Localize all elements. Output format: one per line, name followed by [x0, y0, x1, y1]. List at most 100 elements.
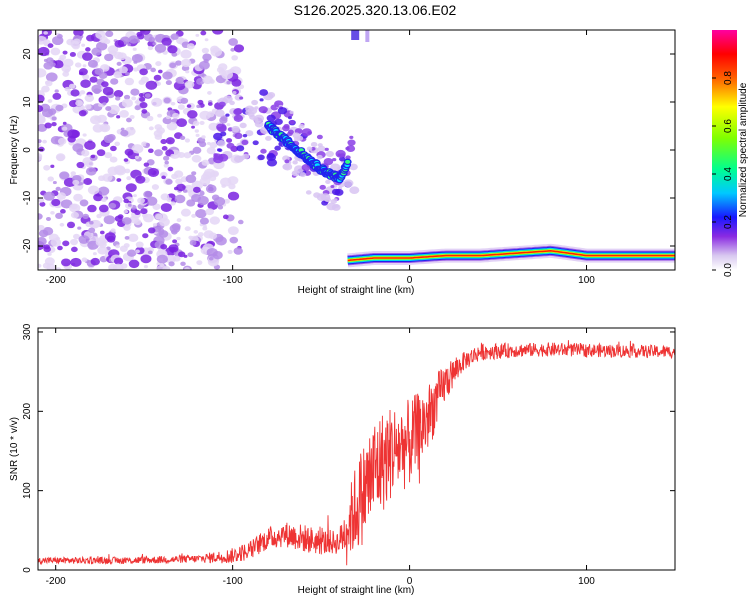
chirp-noise-blob — [293, 136, 300, 142]
noise-blob — [204, 38, 209, 42]
colorbar: 0.0 0.2 0.4 0.6 0.8 Normalized spectral ampl… — [712, 30, 749, 277]
chirp-noise-blob — [274, 118, 283, 125]
chirp-core — [345, 159, 351, 164]
noise-blob — [55, 212, 63, 219]
noise-blob — [52, 180, 57, 185]
spectrogram-marks — [38, 30, 675, 270]
noise-blob — [81, 149, 90, 157]
noise-blob — [102, 102, 107, 106]
noise-blob — [195, 133, 200, 137]
noise-blob — [98, 241, 107, 248]
noise-blob — [233, 44, 245, 53]
noise-blob — [42, 139, 47, 144]
noise-blob — [126, 117, 132, 123]
colorbar-gradient — [712, 30, 737, 270]
noise-blob — [175, 60, 182, 66]
noise-blob — [124, 168, 131, 174]
chirp-noise-blob — [257, 154, 265, 161]
noise-blob — [154, 149, 163, 157]
noise-blob — [38, 35, 47, 45]
noise-blob — [70, 171, 76, 176]
noise-blob — [135, 249, 140, 254]
chirp-noise-blob — [259, 89, 269, 96]
noise-blob — [143, 190, 153, 198]
colorbar-ticks: 0.0 0.2 0.4 0.6 0.8 — [712, 71, 734, 277]
noise-blob — [199, 120, 205, 125]
colorbar-tick-label: 0.0 — [723, 263, 734, 277]
chirp-noise-blob — [216, 139, 226, 147]
noise-blob — [125, 72, 130, 76]
noise-blob — [170, 201, 176, 206]
snr-ticks: -200 -100 0 100 0 100 200 300 — [22, 323, 675, 587]
noise-blob — [73, 193, 83, 202]
snr-frame — [37, 327, 676, 571]
noise-blob — [116, 61, 122, 66]
noise-blob — [146, 115, 154, 122]
noise-blob — [173, 255, 181, 262]
noise-blob — [56, 34, 63, 39]
chirp-noise-blob — [319, 184, 326, 190]
chirp-noise-blob — [254, 106, 259, 110]
chirp-noise-blob — [231, 125, 240, 133]
noise-blob — [226, 138, 233, 143]
chirp-noise-blob — [320, 193, 331, 201]
noise-blob — [43, 31, 48, 35]
noise-blob — [55, 104, 64, 112]
chirp-noise-blob — [234, 132, 243, 140]
spectrogram-ytick-label: 0 — [22, 147, 33, 153]
chirp-noise-blob — [233, 108, 242, 116]
noise-blob — [116, 178, 122, 182]
noise-blob — [205, 184, 217, 194]
noise-blob — [62, 121, 67, 125]
noise-blob — [127, 233, 139, 243]
chirp-noise-blob — [226, 142, 235, 149]
chirp-noise-blob — [284, 159, 290, 164]
noise-blob — [223, 198, 230, 204]
noise-blob — [161, 175, 166, 180]
noise-blob — [155, 61, 162, 67]
noise-blob — [226, 123, 231, 127]
chirp-noise-blob — [282, 163, 293, 171]
noise-blob — [43, 164, 51, 171]
noise-blob — [205, 208, 215, 216]
noise-blob — [139, 68, 148, 76]
noise-blob — [176, 218, 182, 223]
noise-blob — [213, 196, 226, 206]
noise-blob — [162, 71, 173, 80]
chirp-noise-blob — [339, 156, 346, 162]
noise-blob — [44, 122, 52, 129]
noise-blob — [53, 60, 64, 69]
noise-blob — [90, 257, 100, 266]
noise-blob — [231, 55, 239, 61]
noise-blob — [55, 267, 61, 270]
noise-blob — [101, 197, 107, 203]
chirp-noise-blob — [217, 148, 223, 153]
noise-blob — [46, 57, 54, 64]
noise-blob — [180, 261, 186, 266]
noise-blob — [91, 219, 102, 228]
noise-blob — [209, 216, 221, 225]
noise-blob — [184, 267, 191, 270]
noise-blob — [159, 263, 165, 268]
noise-blob — [72, 179, 80, 186]
noise-blob — [52, 92, 62, 100]
spectrogram-ylabel: Frequency (Hz) — [9, 116, 20, 185]
noise-blob — [167, 45, 178, 54]
noise-blob — [168, 261, 175, 267]
noise-blob — [137, 197, 145, 204]
noise-blob — [197, 195, 209, 206]
chirp-noise-blob — [247, 111, 255, 118]
chirp-noise-blob — [277, 107, 288, 115]
noise-blob — [68, 83, 76, 89]
noise-blob — [129, 115, 135, 120]
noise-blob — [201, 135, 206, 139]
noise-blob — [131, 144, 144, 154]
colorbar-tick-label: 0.4 — [723, 167, 734, 181]
noise-blob — [151, 97, 163, 107]
chirp-noise-blob — [325, 150, 334, 158]
noise-blob — [90, 154, 96, 159]
chirp-noise-blob — [260, 148, 267, 154]
noise-blob — [165, 115, 171, 120]
chirp-noise-blob — [266, 114, 276, 122]
noise-blob — [96, 149, 106, 157]
